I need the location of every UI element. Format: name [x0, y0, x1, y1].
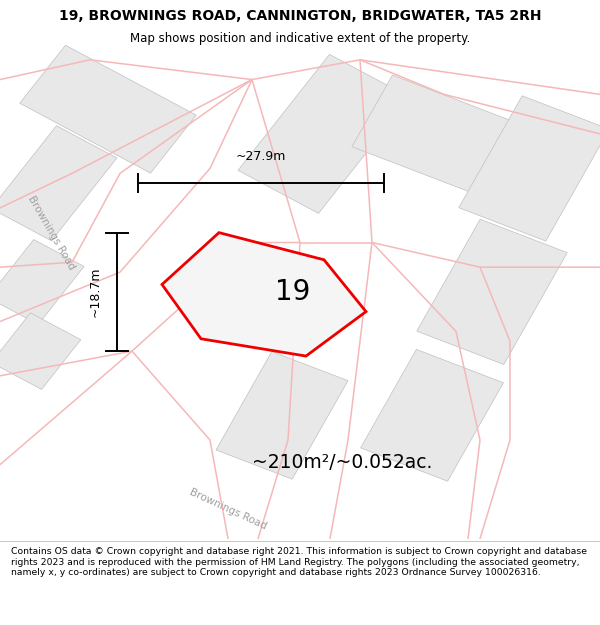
Text: ~27.9m: ~27.9m — [236, 151, 286, 164]
Bar — [417, 219, 567, 364]
Bar — [0, 313, 81, 389]
Text: Map shows position and indicative extent of the property.: Map shows position and indicative extent… — [130, 32, 470, 46]
Text: 19, BROWNINGS ROAD, CANNINGTON, BRIDGWATER, TA5 2RH: 19, BROWNINGS ROAD, CANNINGTON, BRIDGWAT… — [59, 9, 541, 23]
Bar — [361, 349, 503, 481]
Text: Brownings Road: Brownings Road — [188, 487, 268, 531]
Bar — [459, 96, 600, 241]
Bar — [352, 75, 512, 192]
Text: 19: 19 — [275, 278, 311, 306]
Text: ~18.7m: ~18.7m — [89, 267, 102, 317]
Bar — [238, 54, 410, 213]
Text: ~210m²/~0.052ac.: ~210m²/~0.052ac. — [252, 452, 433, 472]
Bar — [20, 45, 196, 173]
Text: Brownings Road: Brownings Road — [26, 194, 76, 271]
Bar — [216, 351, 348, 479]
Bar — [0, 126, 117, 241]
Text: Contains OS data © Crown copyright and database right 2021. This information is : Contains OS data © Crown copyright and d… — [11, 548, 587, 577]
Bar — [0, 239, 84, 324]
Polygon shape — [162, 232, 366, 356]
